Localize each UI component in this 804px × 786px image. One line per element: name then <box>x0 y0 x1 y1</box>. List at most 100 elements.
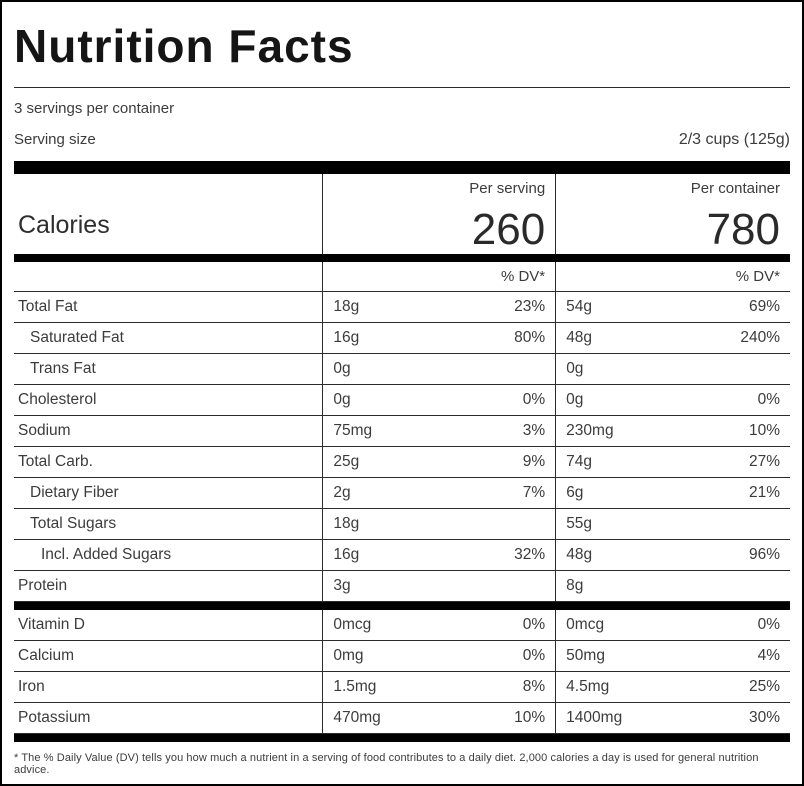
servings-per-container: 3 servings per container <box>14 100 175 118</box>
table-row: Total Carb. 25g 9% 74g 27% <box>14 447 790 479</box>
container-amount: 230mg <box>566 422 614 440</box>
serving-values-cell: 3g <box>322 571 555 602</box>
serving-amount: 470mg <box>333 709 381 727</box>
container-values-cell: 50mg 4% <box>555 641 790 672</box>
container-values-cell: 48g 96% <box>555 540 790 571</box>
per-serving-label: Per serving <box>469 180 546 198</box>
serving-amount: 18g <box>333 515 360 533</box>
page-title: Nutrition Facts <box>14 20 354 72</box>
nutrient-name-vitamin-d: Vitamin D <box>18 616 85 634</box>
container-values-cell: 74g 27% <box>555 447 790 478</box>
serving-values-cell: 0mg 0% <box>322 641 555 672</box>
serving-values-cell: 18g <box>322 509 555 540</box>
container-amount: 50mg <box>566 647 605 665</box>
container-dv: 96% <box>748 546 780 564</box>
container-amount: 0g <box>566 360 584 378</box>
container-dv: 0% <box>757 616 780 634</box>
serving-values-cell: 18g 23% <box>322 292 555 323</box>
serving-amount: 1.5mg <box>333 678 377 696</box>
table-row: Incl. Added Sugars 16g 32% 48g 96% <box>14 540 790 572</box>
calories-label: Calories <box>18 211 110 240</box>
container-amount: 48g <box>566 546 593 564</box>
per-container-label: Per container <box>690 180 780 198</box>
serving-values-cell: 0mcg 0% <box>322 610 555 641</box>
serving-values-cell: 0g <box>322 354 555 385</box>
calories-per-container-value: 780 <box>706 205 780 255</box>
table-row: Cholesterol 0g 0% 0g 0% <box>14 385 790 417</box>
container-values-cell: 0mcg 0% <box>555 610 790 641</box>
nutrient-table: Total Fat 18g 23% 54g 69% Saturated Fat 16g 80%… <box>14 292 790 603</box>
serving-values-cell: 75mg 3% <box>322 416 555 447</box>
serving-amount: 0g <box>333 360 351 378</box>
calories-section: Calories Per serving 260 Per container 7… <box>14 174 790 255</box>
table-row: Dietary Fiber 2g 7% 6g 21% <box>14 478 790 510</box>
container-dv: 30% <box>748 709 780 727</box>
thick-separator-bar <box>14 734 790 743</box>
calories-per-serving-value: 260 <box>471 205 546 255</box>
container-dv: 21% <box>748 484 780 502</box>
serving-amount: 16g <box>333 546 360 564</box>
container-amount: 6g <box>566 484 584 502</box>
container-amount: 54g <box>566 298 593 316</box>
table-row: Total Fat 18g 23% 54g 69% <box>14 292 790 324</box>
table-row: Total Sugars 18g 55g <box>14 509 790 541</box>
nutrient-name-dietary-fiber: Dietary Fiber <box>30 484 119 502</box>
container-amount: 55g <box>566 515 593 533</box>
container-amount: 48g <box>566 329 593 347</box>
container-values-cell: 6g 21% <box>555 478 790 509</box>
serving-dv: 80% <box>514 329 546 347</box>
serving-dv: 23% <box>514 298 546 316</box>
container-amount: 8g <box>566 577 584 595</box>
container-values-cell: 55g <box>555 509 790 540</box>
serving-amount: 0mcg <box>333 616 372 634</box>
nutrient-name-trans-fat: Trans Fat <box>30 360 96 378</box>
serving-amount: 75mg <box>333 422 373 440</box>
thick-separator-bar <box>14 161 790 175</box>
thick-separator-bar <box>14 602 790 611</box>
table-row: Iron 1.5mg 8% 4.5mg 25% <box>14 672 790 704</box>
serving-dv: 0% <box>522 391 546 409</box>
serving-amount: 16g <box>333 329 360 347</box>
nutrient-name-total-fat: Total Fat <box>18 298 78 316</box>
container-dv: 69% <box>748 298 780 316</box>
table-row: Vitamin D 0mcg 0% 0mcg 0% <box>14 610 790 642</box>
dv-header-serving: % DV* <box>322 262 555 292</box>
container-amount: 4.5mg <box>566 678 610 696</box>
thick-separator-bar <box>14 254 790 263</box>
container-dv: 0% <box>757 391 780 409</box>
serving-values-cell: 16g 80% <box>322 323 555 354</box>
container-amount: 1400mg <box>566 709 623 727</box>
serving-values-cell: 2g 7% <box>322 478 555 509</box>
calories-per-serving-cell: Per serving 260 <box>322 174 555 255</box>
serving-amount: 18g <box>333 298 360 316</box>
container-values-cell: 0g 0% <box>555 385 790 416</box>
serving-dv: 3% <box>522 422 546 440</box>
nutrient-name-calcium: Calcium <box>18 647 74 665</box>
daily-value-footnote: * The % Daily Value (DV) tells you how m… <box>14 752 759 777</box>
container-amount: 74g <box>566 453 593 471</box>
table-row: Trans Fat 0g 0g <box>14 354 790 386</box>
serving-amount: 25g <box>333 453 360 471</box>
container-dv: 25% <box>748 678 780 696</box>
empty-cell <box>14 262 322 291</box>
nutrient-name-cholesterol: Cholesterol <box>18 391 97 409</box>
container-values-cell: 1400mg 30% <box>555 703 790 734</box>
table-row: Potassium 470mg 10% 1400mg 30% <box>14 703 790 735</box>
container-dv: 240% <box>740 329 780 347</box>
dv-header-container: % DV* <box>555 262 790 292</box>
table-row: Saturated Fat 16g 80% 48g 240% <box>14 323 790 355</box>
serving-dv: 9% <box>522 453 546 471</box>
nutrient-name-saturated-fat: Saturated Fat <box>30 329 124 347</box>
nutrient-name-protein: Protein <box>18 577 68 595</box>
serving-values-cell: 16g 32% <box>322 540 555 571</box>
serving-dv: 10% <box>514 709 546 727</box>
calories-per-container-cell: Per container 780 <box>555 174 790 255</box>
container-values-cell: 4.5mg 25% <box>555 672 790 703</box>
container-dv: 4% <box>757 647 780 665</box>
container-values-cell: 0g <box>555 354 790 385</box>
nutrient-name-iron: Iron <box>18 678 45 696</box>
nutrient-name-potassium: Potassium <box>18 709 91 727</box>
nutrient-name-total-sugars: Total Sugars <box>30 515 117 533</box>
serving-dv: 8% <box>522 678 546 696</box>
